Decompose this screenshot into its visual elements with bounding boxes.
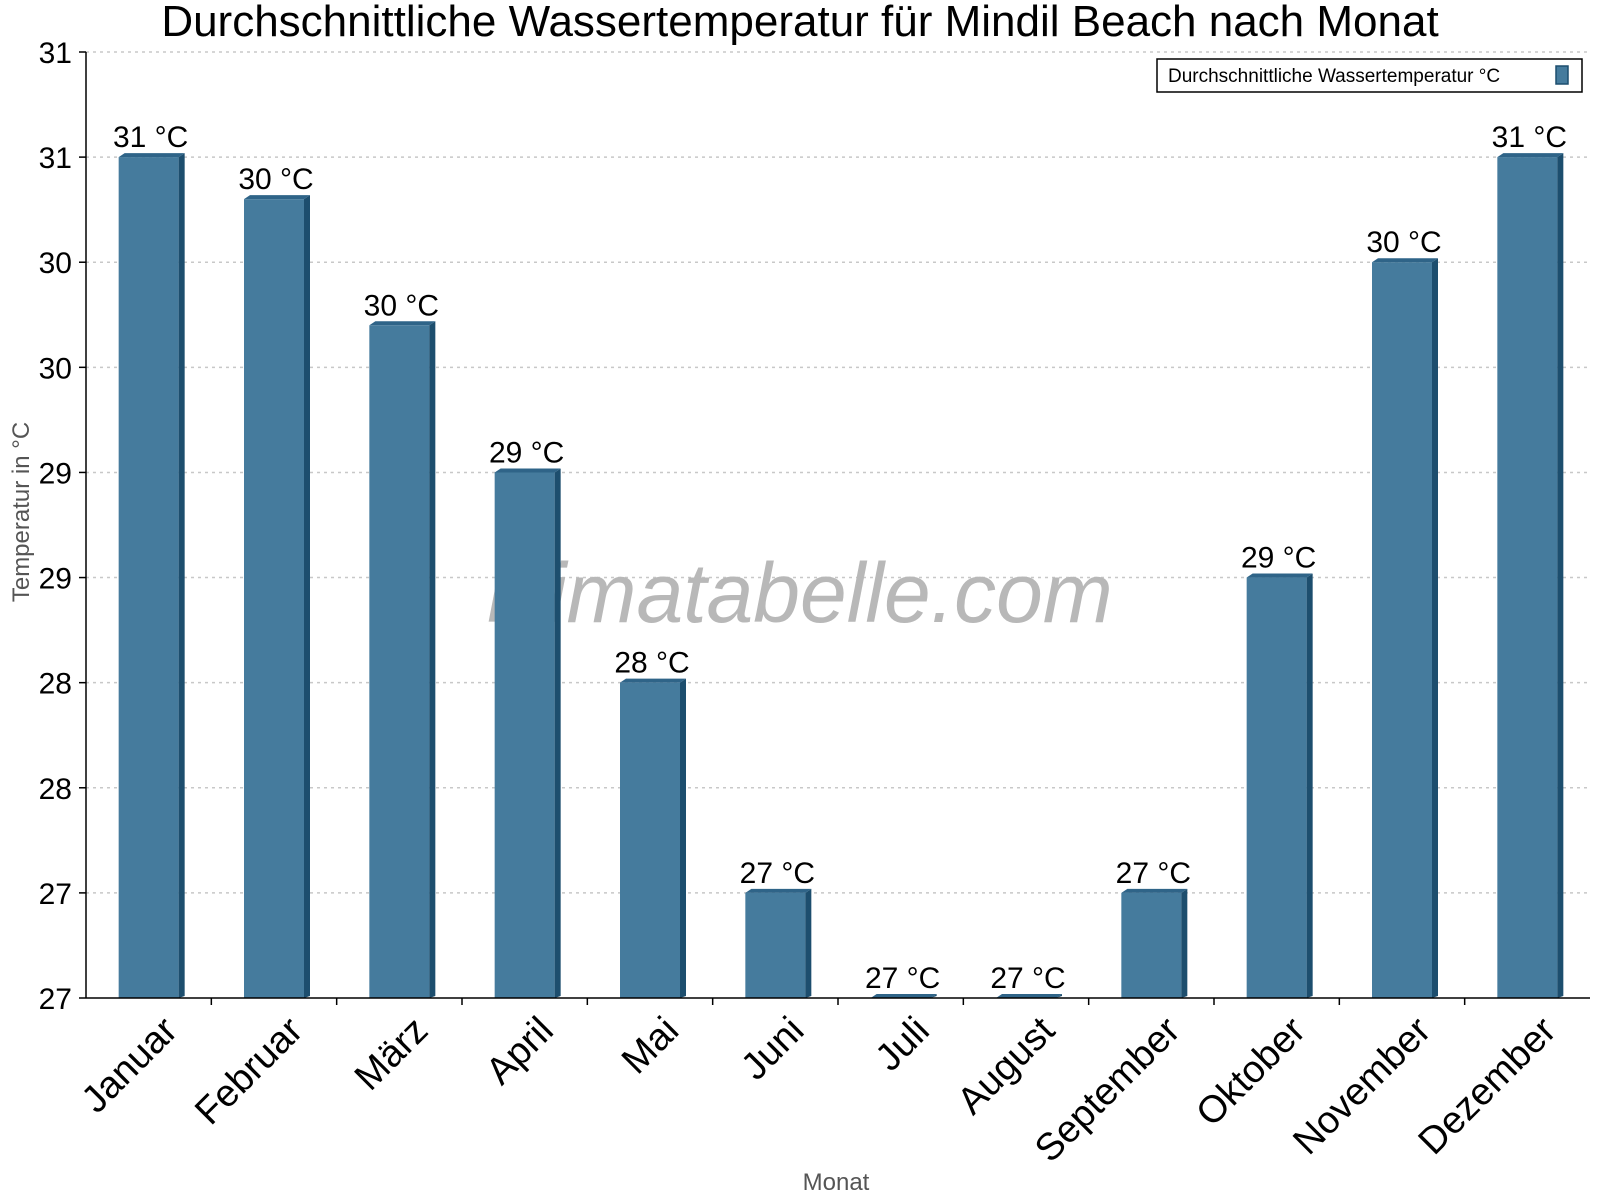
data-label: 27 °C [990, 962, 1065, 995]
data-label: 30 °C [238, 163, 313, 196]
legend-box [1156, 58, 1583, 93]
bar-side [1181, 888, 1188, 998]
data-label: 30 °C [1366, 226, 1441, 259]
x-tick-label: Dezember [1411, 1009, 1565, 1163]
bar-side [304, 195, 310, 999]
x-tick-label: August [950, 1009, 1064, 1123]
data-label: 29 °C [489, 436, 564, 469]
x-tick-label: März [347, 1009, 436, 1098]
x-tick-label: Februar [187, 1009, 311, 1133]
bar-top [494, 468, 561, 473]
bar-top [369, 321, 436, 326]
y-tick-label: 29 [39, 457, 72, 490]
bar-februar [244, 195, 310, 999]
bar-face [1121, 892, 1182, 998]
bar-januar [118, 153, 185, 999]
legend-swatch [1555, 65, 1569, 85]
bar-top [1121, 888, 1188, 893]
bar-oktober [1246, 573, 1313, 998]
bar-side [429, 321, 436, 998]
data-label: 31 °C [1492, 121, 1567, 154]
bar-face [244, 199, 304, 999]
x-tick-label: Mai [614, 1009, 687, 1082]
chart-title: Durchschnittliche Wassertemperatur für M… [161, 0, 1438, 46]
bar-side [805, 888, 812, 998]
bar-top [996, 994, 1062, 998]
data-label: 30 °C [364, 289, 439, 322]
data-label: 27 °C [865, 962, 940, 995]
data-label: 31 °C [113, 121, 188, 154]
bar-face [494, 472, 555, 998]
x-tick-label: Juli [868, 1009, 938, 1079]
x-axis-label: Monat [803, 1169, 870, 1196]
y-tick-label: 27 [39, 983, 72, 1016]
data-label: 27 °C [1116, 857, 1191, 890]
bar-märz [369, 321, 436, 998]
bar-top [244, 195, 310, 200]
x-tick-label: Oktober [1188, 1009, 1314, 1135]
y-axis-label: Temperatur in °C [8, 422, 35, 602]
bar-side [1432, 258, 1438, 998]
x-tick-label: Januar [74, 1009, 186, 1121]
bar-side [554, 468, 561, 998]
y-tick-label: 27 [39, 878, 72, 911]
bar-face [1246, 577, 1307, 998]
bar-september [1121, 888, 1188, 998]
data-label: 29 °C [1241, 542, 1316, 575]
y-tick-label: 28 [39, 773, 72, 806]
bar-side [178, 153, 185, 999]
bar-face [369, 325, 430, 998]
legend: Durchschnittliche Wassertemperatur °C [1156, 58, 1583, 93]
bar-mai [620, 678, 686, 998]
y-tick-label: 30 [39, 247, 72, 280]
bar-top [118, 153, 185, 158]
bar-april [494, 468, 561, 998]
bar-top [870, 994, 937, 998]
bar-top [1246, 573, 1313, 578]
bar-face [745, 892, 806, 998]
bar-juni [745, 888, 812, 998]
grid-lines [86, 51, 1590, 894]
legend-label: Durchschnittliche Wassertemperatur °C [1168, 66, 1500, 87]
bar-top [1497, 153, 1564, 158]
data-labels: 31 °C 30 °C 30 °C 29 °C 28 °C 27 °C 27 °C 27 °C… [113, 121, 1567, 995]
y-tick-label: 30 [39, 352, 72, 385]
bar-side [680, 678, 686, 998]
y-tick-label: 31 [39, 37, 72, 70]
bar-august [996, 994, 1062, 998]
watermark: klimatabelle.com [487, 546, 1113, 640]
bar-november [1372, 258, 1438, 998]
bars [118, 153, 1564, 999]
y-tick-label: 28 [39, 668, 72, 701]
bar-face [1372, 262, 1432, 998]
y-tick-label: 31 [39, 142, 72, 175]
bar-face [620, 682, 680, 998]
bar-face [118, 157, 179, 999]
x-tick-label: Juni [733, 1009, 812, 1088]
y-tick-label: 29 [39, 563, 72, 596]
bar-side [1306, 573, 1313, 998]
bar-top [745, 888, 812, 893]
bar-face [1497, 157, 1558, 999]
bar-juli [870, 994, 937, 998]
bar-dezember [1497, 153, 1564, 999]
x-tick-label: April [478, 1009, 561, 1092]
bar-top [620, 678, 686, 683]
bar-top [1372, 258, 1438, 263]
data-label: 27 °C [740, 857, 815, 890]
data-label: 28 °C [614, 647, 689, 680]
bar-side [1557, 153, 1564, 999]
